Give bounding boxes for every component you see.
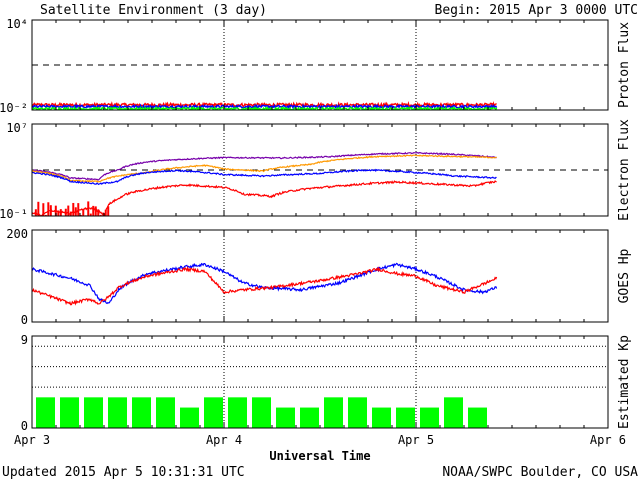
y-axis-label: GOES Hp — [617, 248, 632, 303]
x-tick-label: Apr 5 — [398, 433, 434, 447]
y-axis-label: Estimated Kp — [617, 335, 632, 429]
kp-bar — [228, 397, 247, 428]
x-tick-label: Apr 6 — [590, 433, 626, 447]
kp-bar — [372, 407, 391, 428]
chart-title: Satellite Environment (3 day) — [40, 3, 267, 18]
x-axis-title: Universal Time — [269, 449, 370, 463]
y-tick-min: 10⁻² — [0, 101, 28, 115]
y-tick-max: 10⁷ — [6, 121, 28, 135]
kp-bar — [324, 397, 343, 428]
kp-bar — [84, 397, 103, 428]
panel-kp: 9 0 Estimated Kp — [21, 333, 632, 433]
kp-bar — [108, 397, 127, 428]
series-line-red — [32, 180, 497, 216]
kp-bar — [300, 407, 319, 428]
kp-bar — [36, 397, 55, 428]
x-axis-labels: Apr 3 Apr 4 Apr 5 Apr 6 — [14, 433, 626, 447]
kp-bar — [420, 407, 439, 428]
y-tick-min: 10⁻¹ — [0, 207, 28, 221]
series-line-green — [32, 105, 498, 110]
x-tick-label: Apr 4 — [206, 433, 242, 447]
series-line-blue — [32, 262, 498, 305]
begin-time: Begin: 2015 Apr 3 0000 UTC — [435, 3, 639, 18]
y-tick-max: 9 — [21, 333, 28, 347]
kp-bar — [252, 397, 271, 428]
y-tick-max: 200 — [6, 227, 28, 241]
kp-bar — [204, 397, 223, 428]
series-line-red — [32, 100, 497, 109]
updated-timestamp: Updated 2015 Apr 5 10:31:31 UTC — [2, 465, 245, 480]
kp-bar — [396, 407, 415, 428]
credit-text: NOAA/SWPC Boulder, CO USA — [442, 465, 638, 480]
y-axis-label: Electron Flux — [617, 119, 632, 221]
panels: 10⁴ 10⁻² Proton Flux 10⁷ 10⁻¹ Electron Flux 20… — [0, 17, 632, 433]
kp-bar — [60, 397, 79, 428]
y-tick-min: 0 — [21, 419, 28, 433]
panel-hp: 200 0 GOES Hp — [6, 227, 632, 327]
y-axis-label: Proton Flux — [617, 22, 632, 108]
kp-bar — [444, 397, 463, 428]
x-tick-label: Apr 3 — [14, 433, 50, 447]
kp-bar — [180, 407, 199, 428]
panel-electron: 10⁷ 10⁻¹ Electron Flux — [0, 119, 632, 221]
series-line-blue — [32, 168, 497, 186]
y-tick-min: 0 — [21, 313, 28, 327]
kp-bar — [276, 407, 295, 428]
kp-bar — [132, 397, 151, 428]
series-line-orange — [32, 154, 497, 183]
series-line-red — [32, 265, 498, 306]
series-line-blue — [32, 103, 498, 110]
series-line-purple — [32, 151, 497, 181]
panel-frame — [31, 229, 609, 323]
kp-bar — [348, 397, 367, 428]
kp-bar — [156, 397, 175, 428]
kp-bar — [468, 407, 487, 428]
panel-proton: 10⁴ 10⁻² Proton Flux — [0, 17, 632, 115]
y-tick-max: 10⁴ — [6, 17, 28, 31]
